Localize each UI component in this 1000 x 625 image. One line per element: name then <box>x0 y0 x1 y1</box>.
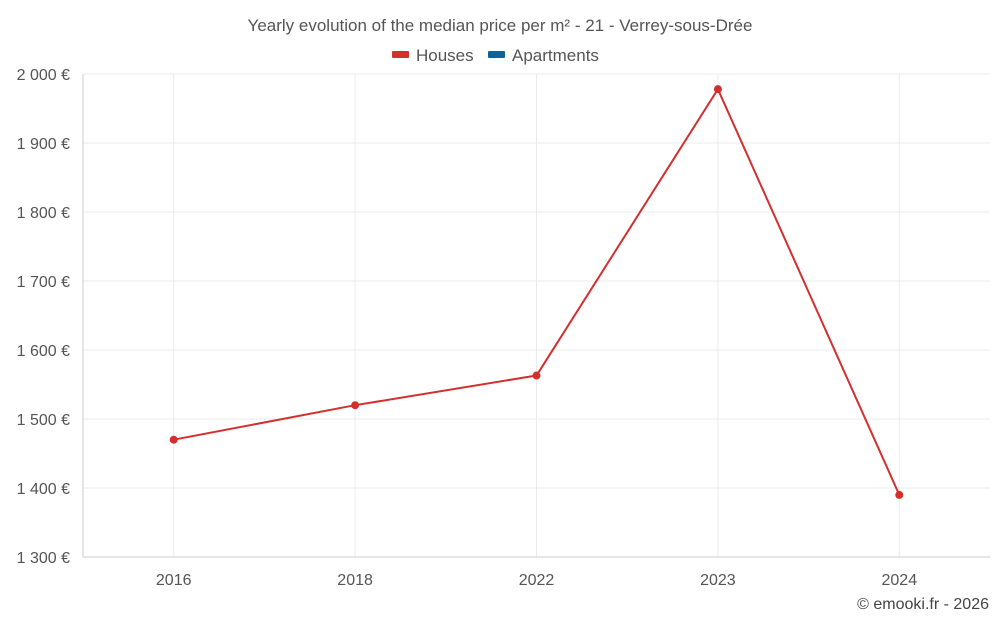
y-tick-label: 1 400 € <box>17 481 70 498</box>
y-tick-label: 1 800 € <box>17 205 70 222</box>
legend-swatch-apartments <box>488 51 505 58</box>
y-axis-tick-labels: 1 300 € 1 400 € 1 500 € 1 600 € 1 700 € 1 800… <box>17 67 70 567</box>
y-tick-label: 1 300 € <box>17 550 70 567</box>
data-point[interactable] <box>895 490 904 499</box>
x-axis-tick-labels: 2016 2018 2022 2023 2024 <box>156 572 917 589</box>
legend: Houses Apartments <box>392 46 599 65</box>
y-tick-label: 1 900 € <box>17 136 70 153</box>
legend-swatch-houses <box>392 51 409 58</box>
legend-label-apartments[interactable]: Apartments <box>512 46 599 65</box>
data-point[interactable] <box>351 401 360 410</box>
x-tick-label: 2024 <box>882 572 918 589</box>
y-tick-label: 2 000 € <box>17 67 70 84</box>
y-tick-label: 1 500 € <box>17 412 70 429</box>
x-tick-label: 2016 <box>156 572 192 589</box>
data-point[interactable] <box>713 85 722 94</box>
legend-label-houses[interactable]: Houses <box>416 46 474 65</box>
data-point[interactable] <box>532 371 541 380</box>
x-tick-label: 2018 <box>337 572 373 589</box>
axes <box>82 74 990 558</box>
credit-text: © emooki.fr - 2026 <box>857 596 989 613</box>
y-tick-label: 1 700 € <box>17 274 70 291</box>
data-point[interactable] <box>169 435 178 444</box>
x-tick-label: 2022 <box>519 572 555 589</box>
x-tick-label: 2023 <box>700 572 736 589</box>
y-tick-label: 1 600 € <box>17 343 70 360</box>
chart-title: Yearly evolution of the median price per… <box>248 16 753 35</box>
gridlines <box>83 73 990 557</box>
series-houses <box>169 85 904 499</box>
